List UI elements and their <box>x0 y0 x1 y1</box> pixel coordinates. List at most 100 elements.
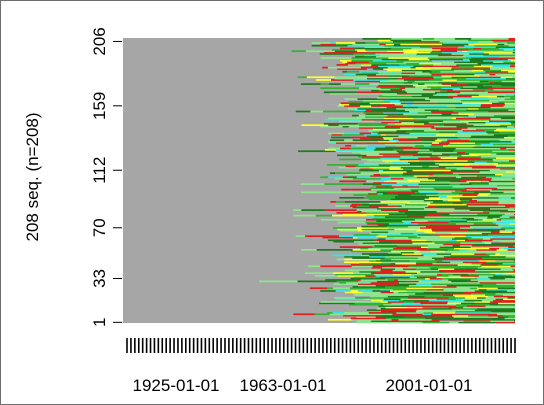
sequence-segment <box>372 128 413 131</box>
sequence-segment <box>322 236 353 239</box>
sequence-segment <box>331 136 352 139</box>
sequence-segment <box>511 198 515 201</box>
sequence-segment <box>497 316 509 318</box>
sequence-segment <box>433 76 452 79</box>
sequence-segment <box>396 59 433 62</box>
sequence-segment <box>447 302 462 305</box>
sequence-segment <box>450 132 488 135</box>
sequence-segment <box>380 307 392 310</box>
sequence-segment <box>467 205 506 207</box>
sequence-segment <box>391 54 417 57</box>
sequence-segment <box>437 249 448 251</box>
sequence-segment <box>372 59 397 62</box>
sequence-segment <box>332 214 367 217</box>
sequence-segment <box>441 75 456 77</box>
sequence-segment <box>348 303 384 306</box>
sequence-segment <box>349 50 358 53</box>
sequence-segment <box>509 206 515 209</box>
sequence-segment <box>377 224 410 227</box>
sequence-segment <box>373 173 381 176</box>
sequence-segment <box>368 312 397 314</box>
sequence-segment <box>429 58 464 61</box>
sequence-segment <box>429 148 455 151</box>
sequence-segment <box>490 312 515 314</box>
sequence-segment <box>501 227 515 229</box>
sequence-segment <box>376 73 394 76</box>
sequence-segment <box>499 309 515 312</box>
sequence-segment <box>483 251 515 254</box>
sequence-segment <box>403 268 417 270</box>
sequence-segment <box>360 138 384 140</box>
sequence-segment <box>385 216 425 218</box>
sequence-segment <box>377 190 412 192</box>
sequence-segment <box>434 242 461 244</box>
sequence-segment <box>496 157 515 159</box>
sequence-segment <box>320 87 359 90</box>
sequence-segment <box>329 313 360 316</box>
sequence-segment <box>437 138 448 140</box>
sequence-segment <box>386 50 419 53</box>
sequence-segment <box>375 218 415 221</box>
sequence-segment <box>418 157 430 159</box>
sequence-segment <box>462 165 496 168</box>
sequence-segment <box>376 55 406 58</box>
sequence-segment <box>405 280 419 283</box>
sequence-segment <box>360 168 373 170</box>
sequence-segment <box>351 203 362 206</box>
sequence-segment <box>482 240 501 243</box>
sequence-segment <box>411 42 444 44</box>
sequence-segment <box>409 132 415 135</box>
sequence-segment <box>341 133 365 136</box>
sequence-segment <box>338 166 349 169</box>
sequence-segment <box>470 59 484 62</box>
sequence-segment <box>380 133 387 136</box>
sequence-segment <box>361 253 402 255</box>
sequence-segment <box>369 259 376 262</box>
sequence-segment <box>450 261 463 264</box>
sequence-segment <box>396 205 402 207</box>
sequence-segment <box>493 275 512 277</box>
sequence-segment <box>424 109 440 111</box>
sequence-segment <box>481 232 515 235</box>
sequence-segment <box>383 111 418 114</box>
sequence-segment <box>496 218 502 221</box>
sequence-segment <box>398 318 432 321</box>
sequence-segment <box>511 122 515 125</box>
sequence-segment <box>372 246 397 248</box>
sequence-segment <box>358 280 377 283</box>
sequence-segment <box>259 280 298 283</box>
x-tick-label: 2001-01-01 <box>386 376 473 395</box>
sequence-segment <box>337 105 345 107</box>
sequence-segment <box>378 65 414 68</box>
sequence-segment <box>424 144 431 147</box>
sequence-segment <box>405 131 440 133</box>
sequence-segment <box>418 257 432 259</box>
sequence-segment <box>502 165 515 168</box>
sequence-segment <box>386 62 407 65</box>
sequence-segment <box>461 217 474 220</box>
sequence-segment <box>356 321 383 324</box>
sequence-segment <box>385 43 395 46</box>
sequence-segment <box>422 313 432 316</box>
sequence-segment <box>474 161 487 164</box>
sequence-segment <box>366 212 374 214</box>
sequence-segment <box>327 318 352 321</box>
sequence-segment <box>499 55 515 58</box>
sequence-segment <box>457 151 466 154</box>
sequence-segment <box>338 235 377 238</box>
sequence-segment <box>378 84 413 87</box>
sequence-segment <box>514 138 515 140</box>
sequence-segment <box>373 210 386 213</box>
sequence-segment <box>490 185 515 188</box>
sequence-segment <box>404 316 430 318</box>
sequence-segment <box>484 122 512 125</box>
sequence-segment <box>458 177 483 180</box>
sequence-segment <box>368 247 394 250</box>
sequence-segment <box>348 166 370 169</box>
sequence-segment <box>466 203 493 206</box>
sequence-segment <box>454 236 472 239</box>
sequence-segment <box>350 51 382 54</box>
sequence-segment <box>415 261 437 264</box>
sequence-segment <box>477 85 493 88</box>
sequence-segment <box>374 159 383 162</box>
